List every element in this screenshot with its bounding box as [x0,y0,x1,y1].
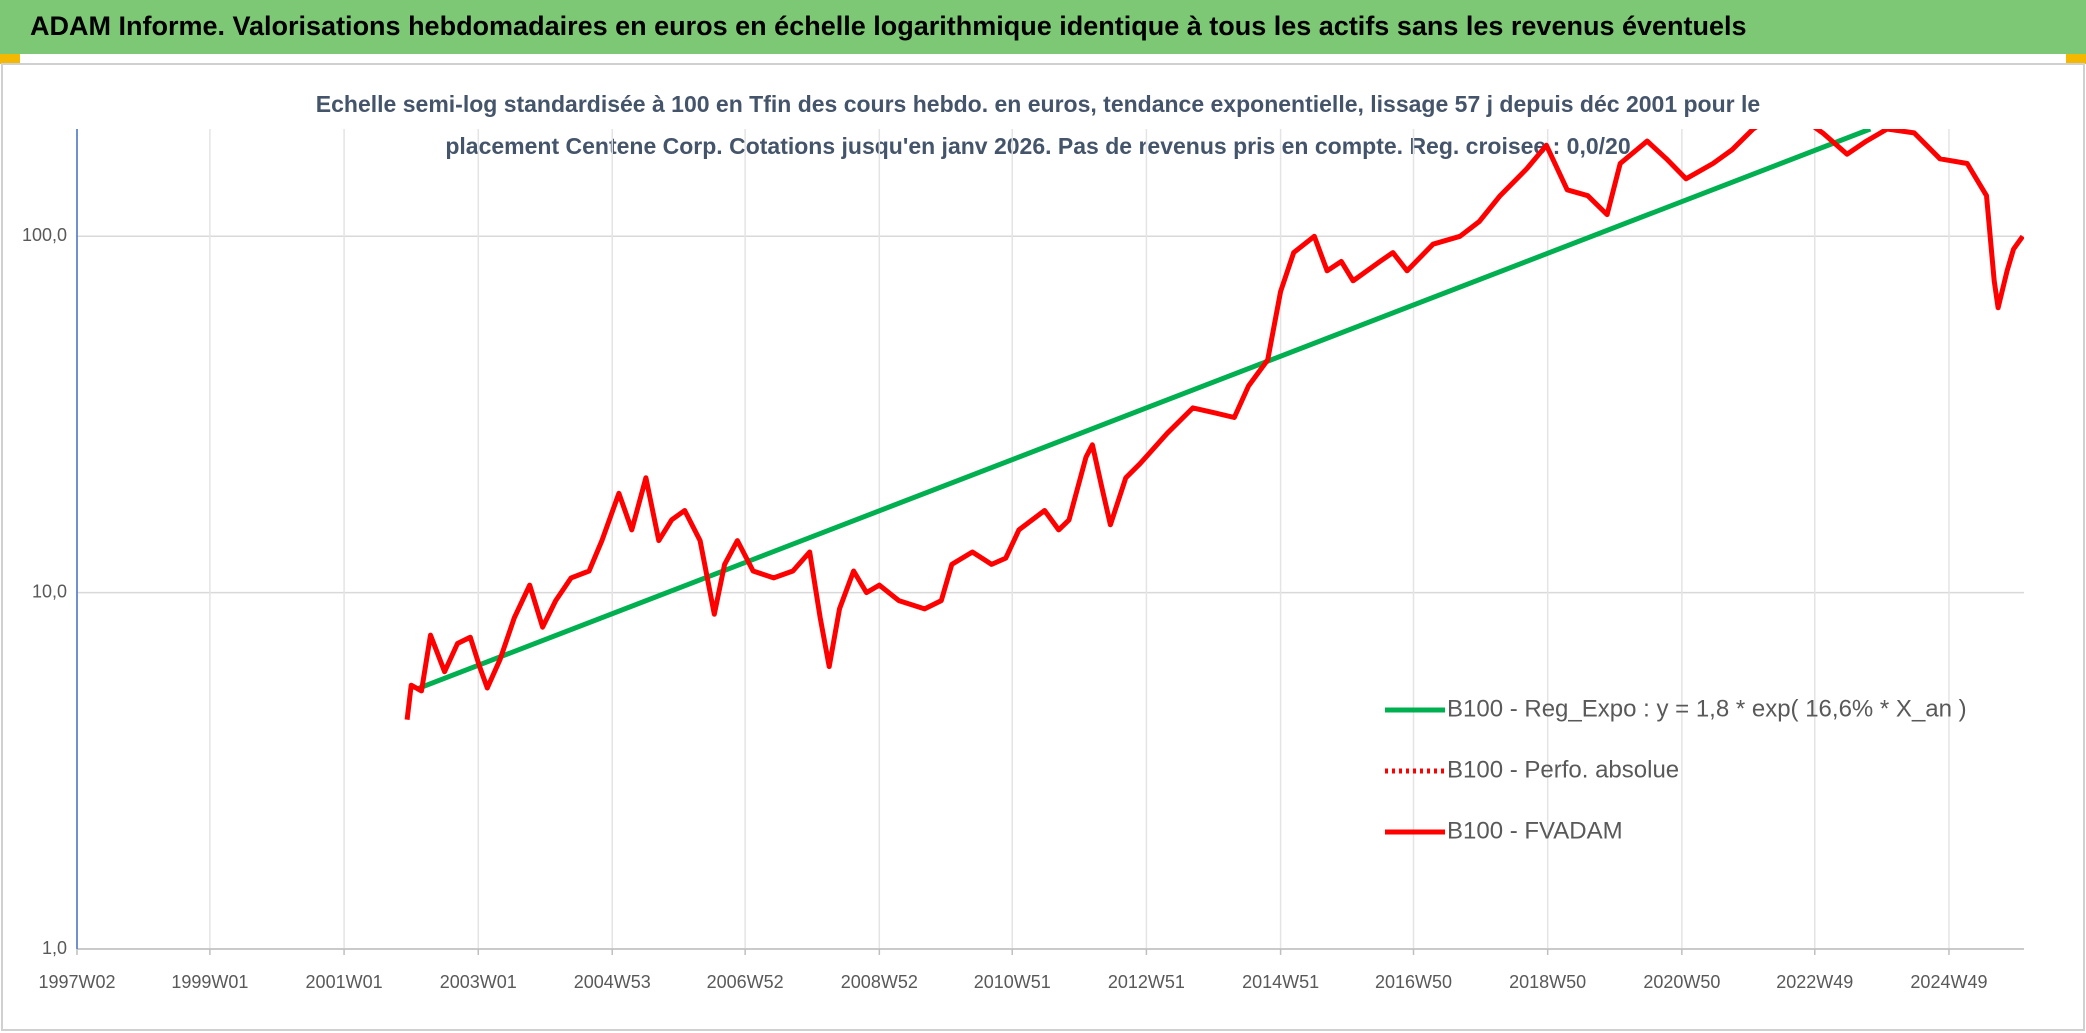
series-line [415,129,1872,692]
x-tick-label: 2016W50 [1375,972,1452,992]
x-tick-label: 2018W50 [1509,972,1586,992]
x-tick-label: 1999W01 [171,972,248,992]
title-bar [0,0,2086,54]
x-tick-label: 2008W52 [841,972,918,992]
x-tick-label: 2024W49 [1910,972,1987,992]
series-line [404,129,2024,720]
x-tick-label: 2004W53 [574,972,651,992]
x-tick-label: 2020W50 [1643,972,1720,992]
subtitle: placement Centene Corp. Cotations jusqu'… [445,133,1630,159]
x-tick-label: 2012W51 [1108,972,1185,992]
corner [0,54,20,64]
x-tick-label: 2006W52 [707,972,784,992]
x-tick-label: 2014W51 [1242,972,1319,992]
x-tick-label: 2010W51 [974,972,1051,992]
legend-label: B100 - FVADAM [1447,817,1623,844]
legend-label: B100 - Perfo. absolue [1447,756,1679,783]
chart-title: ADAM Informe. Valorisations hebdomadaire… [30,11,1747,41]
corner [2066,54,2086,64]
subtitle: Echelle semi-log standardisée à 100 en T… [316,91,1760,117]
x-tick-label: 2003W01 [440,972,517,992]
y-tick-label: 1,0 [42,938,67,958]
chart-border [1,63,2085,1031]
x-tick-label: 2022W49 [1776,972,1853,992]
legend-label: B100 - Reg_Expo : y = 1,8 * exp( 16,6% *… [1447,695,1967,722]
y-tick-label: 10,0 [32,581,67,601]
x-tick-label: 2001W01 [306,972,383,992]
y-tick-label: 100,0 [22,225,67,245]
x-tick-label: 1997W02 [38,972,115,992]
